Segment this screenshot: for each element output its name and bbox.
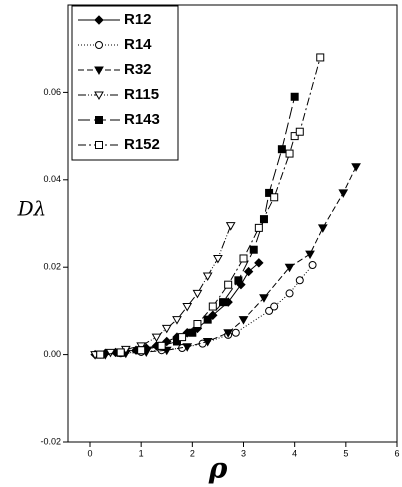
data-point xyxy=(172,316,182,325)
data-point xyxy=(172,337,181,346)
data-point xyxy=(265,306,274,315)
data-point xyxy=(265,188,274,197)
data-point xyxy=(317,224,328,233)
legend-marker xyxy=(94,15,104,25)
data-point xyxy=(243,266,254,277)
data-point xyxy=(277,145,286,154)
data-point xyxy=(151,333,162,343)
data-point xyxy=(178,333,187,342)
legend-label: R12 xyxy=(124,11,152,28)
data-point xyxy=(308,261,317,270)
series-line xyxy=(105,166,357,356)
data-point xyxy=(219,298,228,307)
data-point xyxy=(234,276,243,285)
data-point xyxy=(202,337,213,347)
x-tick-label: 5 xyxy=(343,448,348,458)
y-axis-label: Dλ xyxy=(17,197,47,221)
data-point xyxy=(116,348,125,357)
data-point xyxy=(224,280,233,289)
data-point xyxy=(295,276,304,285)
x-tick-label: 0 xyxy=(87,448,92,458)
data-point xyxy=(231,328,240,337)
data-point xyxy=(270,302,279,311)
legend-marker xyxy=(94,66,104,76)
y-tick-label: 0.00 xyxy=(43,349,61,359)
data-point xyxy=(249,245,258,254)
x-axis-label: ρ xyxy=(208,452,228,485)
data-point xyxy=(225,222,236,231)
data-point xyxy=(290,92,299,101)
legend-label: R143 xyxy=(124,111,160,128)
data-point xyxy=(188,328,197,337)
data-point xyxy=(213,254,223,264)
y-tick-label: -0.02 xyxy=(40,436,61,446)
data-point xyxy=(259,294,269,303)
data-point xyxy=(192,289,203,299)
series-line xyxy=(100,57,321,356)
y-tick-label: 0.04 xyxy=(43,174,61,184)
legend-marker xyxy=(94,91,104,101)
data-point xyxy=(295,127,304,136)
data-point xyxy=(239,254,248,263)
data-point xyxy=(351,163,361,172)
legend-label: R152 xyxy=(124,136,160,153)
data-point xyxy=(96,350,105,359)
x-tick-label: 2 xyxy=(190,448,195,458)
data-point xyxy=(284,263,295,273)
data-point xyxy=(157,341,166,350)
data-point xyxy=(285,149,294,158)
data-point xyxy=(193,320,202,329)
data-point xyxy=(202,272,213,281)
data-point xyxy=(254,258,264,268)
legend-label: R115 xyxy=(124,86,159,103)
x-tick-label: 6 xyxy=(394,448,399,458)
data-point xyxy=(161,324,172,334)
series-line xyxy=(95,225,232,356)
x-tick-label: 4 xyxy=(292,448,297,458)
data-point xyxy=(316,53,325,62)
data-point xyxy=(290,132,299,141)
legend: R12 R14 R32 R115 R143 R152 xyxy=(71,5,179,161)
legend-box xyxy=(71,5,179,161)
data-point xyxy=(203,315,212,324)
data-point xyxy=(137,346,146,355)
legend-label: R32 xyxy=(124,61,152,78)
plot-frame xyxy=(67,4,398,443)
y-tick-label: 0.06 xyxy=(43,87,61,97)
data-point xyxy=(305,250,315,260)
x-tick-label: 3 xyxy=(241,448,246,458)
data-point xyxy=(182,303,193,312)
legend-marker xyxy=(95,41,103,49)
data-point xyxy=(285,289,294,298)
data-point xyxy=(238,316,249,325)
legend-marker xyxy=(95,141,103,149)
y-tick-label: 0.02 xyxy=(43,262,61,272)
legend-label: R14 xyxy=(124,36,152,53)
data-point xyxy=(223,329,234,338)
x-tick-label: 1 xyxy=(139,448,144,458)
data-point xyxy=(259,215,268,224)
data-point xyxy=(270,193,279,202)
data-point xyxy=(254,223,263,232)
data-point xyxy=(338,189,349,198)
legend-marker xyxy=(95,116,103,124)
data-point xyxy=(182,343,193,352)
data-point xyxy=(208,302,217,311)
